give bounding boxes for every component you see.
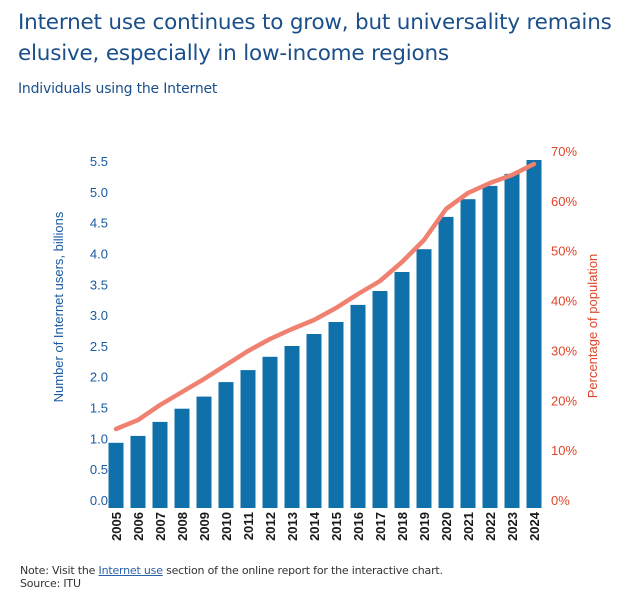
left-tick-label: 0.5 — [90, 462, 108, 477]
bar-2016 — [350, 304, 366, 508]
footnote: Note: Visit the Internet use section of … — [20, 564, 443, 590]
left-tick-label: 2.5 — [90, 339, 108, 354]
bar-series — [108, 160, 542, 508]
x-tick-label: 2013 — [285, 512, 300, 541]
bar-2023 — [504, 173, 520, 508]
x-tick-label: 2021 — [461, 512, 476, 541]
bar-2015 — [328, 322, 344, 508]
bar-2013 — [284, 346, 300, 508]
x-axis-ticks: 2005 2006 2007 2008 2009 2010 2011 2012 2013 2014… — [109, 511, 542, 541]
left-tick-label: 5.0 — [90, 185, 108, 200]
x-tick-label: 2006 — [131, 512, 146, 541]
bar-2021 — [460, 199, 476, 508]
x-tick-label: 2011 — [241, 512, 256, 540]
right-tick-label: 30% — [551, 343, 577, 358]
bar-2020 — [438, 216, 454, 508]
x-tick-label: 2012 — [263, 512, 278, 541]
bar-2022 — [482, 185, 498, 508]
bar-2005 — [108, 442, 124, 508]
left-axis-ticks: 0.0 0.5 1.0 1.5 2.0 2.5 3.0 3.5 4.0 4.5 5.0 5.5 — [90, 154, 108, 508]
left-tick-label: 3.0 — [90, 308, 108, 323]
left-tick-label: 0.0 — [90, 493, 108, 508]
right-tick-label: 10% — [551, 443, 577, 458]
left-tick-label: 5.5 — [90, 154, 108, 169]
bar-2007 — [152, 421, 168, 508]
left-axis-label: Number of Internet users, billions — [51, 211, 66, 402]
x-tick-label: 2022 — [483, 512, 498, 541]
x-tick-label: 2015 — [329, 512, 344, 541]
bar-2017 — [372, 291, 388, 508]
x-tick-label: 2024 — [527, 511, 542, 541]
left-tick-label: 3.5 — [90, 277, 108, 292]
chart-subtitle: Individuals using the Internet — [18, 81, 218, 97]
bar-2011 — [240, 370, 256, 508]
right-axis-ticks: 0% 10% 20% 30% 40% 50% 60% 70% — [551, 144, 577, 508]
bar-2018 — [394, 272, 410, 508]
right-tick-label: 20% — [551, 393, 577, 408]
right-axis-label: Percentage of population — [585, 254, 600, 399]
right-tick-label: 70% — [551, 144, 577, 159]
x-tick-label: 2010 — [219, 512, 234, 541]
right-tick-label: 50% — [551, 244, 577, 259]
left-tick-label: 4.0 — [90, 247, 108, 262]
chart-title: Internet use continues to grow, but univ… — [18, 10, 612, 66]
x-tick-label: 2023 — [505, 512, 520, 541]
x-tick-label: 2005 — [109, 512, 124, 541]
left-tick-label: 2.0 — [90, 370, 108, 385]
bar-2009 — [196, 396, 212, 508]
bar-2014 — [306, 334, 322, 508]
x-tick-label: 2008 — [175, 512, 190, 541]
x-tick-label: 2007 — [153, 512, 168, 541]
x-tick-label: 2009 — [197, 512, 212, 541]
internet-use-link[interactable]: Internet use — [98, 564, 163, 577]
x-tick-label: 2017 — [373, 512, 388, 541]
x-tick-label: 2014 — [307, 511, 322, 541]
bar-2019 — [416, 249, 432, 508]
x-tick-label: 2018 — [395, 512, 410, 541]
bar-2008 — [174, 408, 190, 508]
combo-chart: 0.0 0.5 1.0 1.5 2.0 2.5 3.0 3.5 4.0 4.5 5.0 5.5 0% 1… — [51, 144, 600, 541]
x-tick-label: 2016 — [351, 512, 366, 541]
left-tick-label: 4.5 — [90, 216, 108, 231]
x-tick-label: 2020 — [439, 512, 454, 541]
right-tick-label: 0% — [551, 493, 570, 508]
bar-2012 — [262, 356, 278, 508]
x-tick-label: 2019 — [417, 512, 432, 541]
percentage-line — [113, 161, 537, 432]
bar-2024 — [526, 160, 542, 508]
bar-2006 — [130, 435, 146, 508]
source-text: Source: ITU — [20, 577, 81, 590]
right-tick-label: 60% — [551, 194, 577, 209]
bar-2010 — [218, 382, 234, 508]
left-tick-label: 1.0 — [90, 431, 108, 446]
note-suffix: section of the online report for the int… — [162, 564, 443, 577]
note-prefix: Note: Visit the — [20, 564, 99, 577]
line-series — [113, 161, 537, 432]
left-tick-label: 1.5 — [90, 401, 108, 416]
right-tick-label: 40% — [551, 294, 577, 309]
